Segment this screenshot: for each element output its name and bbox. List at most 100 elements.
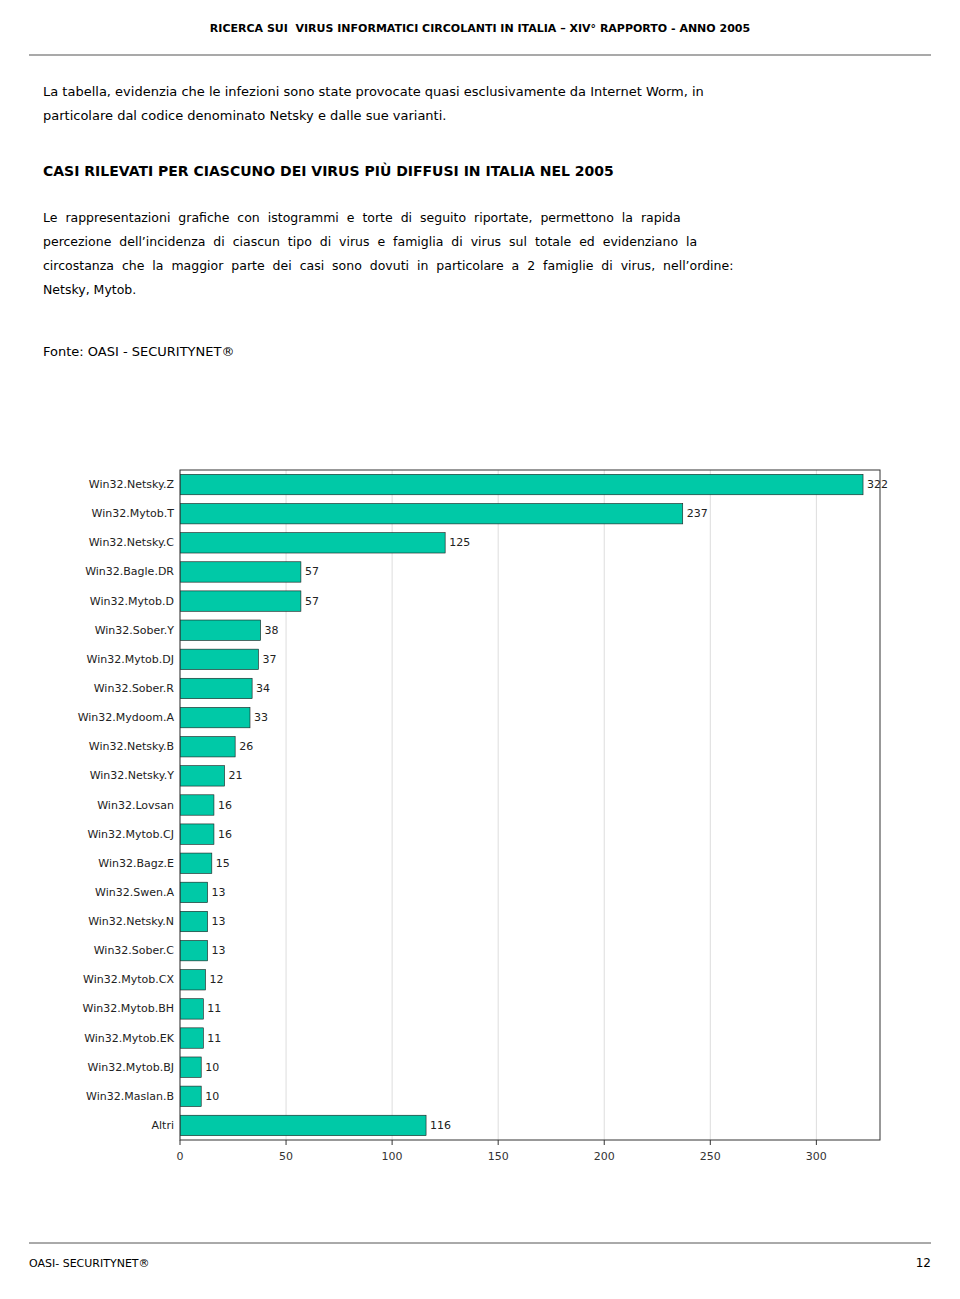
x-tick-label: 300 bbox=[806, 1150, 827, 1163]
category-label: Win32.Netsky.Z bbox=[89, 478, 175, 491]
data-label: 57 bbox=[305, 565, 319, 578]
data-label: 10 bbox=[205, 1061, 219, 1074]
category-label: Win32.Mytob.CJ bbox=[87, 828, 174, 841]
x-tick-label: 250 bbox=[700, 1150, 721, 1163]
data-label: 26 bbox=[239, 740, 253, 753]
data-label: 322 bbox=[867, 478, 888, 491]
body-text: circostanza che la maggior parte dei cas… bbox=[43, 258, 733, 273]
data-label: 15 bbox=[216, 857, 230, 870]
category-label: Win32.Mytob.EK bbox=[84, 1032, 175, 1045]
data-label: 16 bbox=[218, 799, 232, 812]
data-label: 125 bbox=[449, 536, 470, 549]
x-tick-label: 100 bbox=[382, 1150, 403, 1163]
x-tick bbox=[710, 1140, 711, 1145]
category-label: Win32.Sober.R bbox=[94, 682, 175, 695]
category-label: Win32.Mytob.DJ bbox=[87, 653, 174, 666]
x-tick-label: 50 bbox=[279, 1150, 293, 1163]
data-label: 38 bbox=[265, 624, 279, 637]
grid-line bbox=[710, 470, 711, 1140]
category-label: Win32.Mydoom.A bbox=[78, 711, 175, 724]
x-tick-label: 0 bbox=[177, 1150, 184, 1163]
category-label: Win32.Netsky.N bbox=[88, 915, 174, 928]
data-label: 16 bbox=[218, 828, 232, 841]
category-label: Win32.Maslan.B bbox=[86, 1090, 174, 1103]
category-label: Altri bbox=[152, 1119, 174, 1132]
footer-right: 12 bbox=[916, 1256, 931, 1270]
data-label: 13 bbox=[212, 886, 226, 899]
category-label: Win32.Netsky.B bbox=[89, 740, 174, 753]
category-label: Win32.Bagz.E bbox=[98, 857, 174, 870]
footer-rule bbox=[29, 1243, 931, 1244]
bar bbox=[180, 911, 208, 931]
chart-title: CASI RILEVATI PER CIASCUNO DEI VIRUS PIÙ… bbox=[43, 162, 614, 179]
data-label: 34 bbox=[256, 682, 270, 695]
bar bbox=[180, 649, 258, 669]
data-label: 10 bbox=[205, 1090, 219, 1103]
category-label: Win32.Mytob.BJ bbox=[88, 1061, 174, 1074]
data-label: 13 bbox=[212, 915, 226, 928]
data-label: 237 bbox=[687, 507, 708, 520]
grid-line bbox=[816, 470, 817, 1140]
body-text: La tabella, evidenzia che le infezioni s… bbox=[43, 84, 704, 99]
bar bbox=[180, 795, 214, 815]
source-text: Fonte: OASI - SECURITYNET® bbox=[43, 344, 234, 359]
x-tick bbox=[180, 1140, 181, 1145]
bar bbox=[180, 620, 261, 640]
bar bbox=[180, 533, 445, 553]
bar bbox=[180, 1086, 201, 1106]
bar bbox=[180, 562, 301, 582]
category-label: Win32.Bagle.DR bbox=[85, 565, 174, 578]
plot-frame bbox=[180, 470, 880, 1140]
category-label: Win32.Mytob.CX bbox=[83, 973, 174, 986]
data-label: 11 bbox=[207, 1032, 221, 1045]
body-text: Le rappresentazioni grafiche con istogra… bbox=[43, 210, 681, 225]
bar bbox=[180, 707, 250, 727]
bar bbox=[180, 1028, 203, 1048]
bars bbox=[180, 474, 863, 1135]
category-label: Win32.Lovsan bbox=[97, 799, 174, 812]
body-text: particolare dal codice denominato Netsky… bbox=[43, 108, 446, 123]
category-label: Win32.Sober.C bbox=[94, 944, 175, 957]
category-label: Win32.Sober.Y bbox=[95, 624, 175, 637]
x-tick bbox=[286, 1140, 287, 1145]
chart: 050100150200250300Win32.Netsky.ZWin32.My… bbox=[78, 470, 888, 1163]
bar bbox=[180, 737, 235, 757]
bar bbox=[180, 999, 203, 1019]
bar bbox=[180, 591, 301, 611]
data-label: 21 bbox=[229, 769, 243, 782]
bar bbox=[180, 970, 205, 990]
category-label: Win32.Mytob.BH bbox=[83, 1002, 175, 1015]
data-label: 33 bbox=[254, 711, 268, 724]
data-label: 13 bbox=[212, 944, 226, 957]
category-label: Win32.Netsky.Y bbox=[90, 769, 175, 782]
page: RICERCA SUI VIRUS INFORMATICI CIRCOLANTI… bbox=[0, 0, 960, 1299]
footer-left: OASI- SECURITYNET® bbox=[29, 1257, 150, 1270]
data-label: 37 bbox=[262, 653, 276, 666]
body-text: Netsky, Mytob. bbox=[43, 282, 136, 297]
x-tick bbox=[392, 1140, 393, 1145]
bar bbox=[180, 824, 214, 844]
bar bbox=[180, 940, 208, 960]
grid-line bbox=[604, 470, 605, 1140]
category-label: Win32.Netsky.C bbox=[89, 536, 175, 549]
grid-line bbox=[498, 470, 499, 1140]
data-label: 12 bbox=[209, 973, 223, 986]
x-tick bbox=[816, 1140, 817, 1145]
bar bbox=[180, 853, 212, 873]
bar bbox=[180, 1057, 201, 1077]
bar bbox=[180, 474, 863, 494]
body-text: percezione dell’incidenza di ciascun tip… bbox=[43, 234, 697, 249]
data-label: 11 bbox=[207, 1002, 221, 1015]
x-tick-label: 150 bbox=[488, 1150, 509, 1163]
bar bbox=[180, 882, 208, 902]
data-label: 57 bbox=[305, 595, 319, 608]
bar bbox=[180, 504, 683, 524]
x-tick bbox=[604, 1140, 605, 1145]
bar bbox=[180, 766, 225, 786]
category-label: Win32.Mytob.D bbox=[90, 595, 174, 608]
x-tick bbox=[498, 1140, 499, 1145]
bar bbox=[180, 678, 252, 698]
header-rule bbox=[29, 54, 931, 55]
grid-line bbox=[392, 470, 393, 1140]
data-label: 116 bbox=[430, 1119, 451, 1132]
